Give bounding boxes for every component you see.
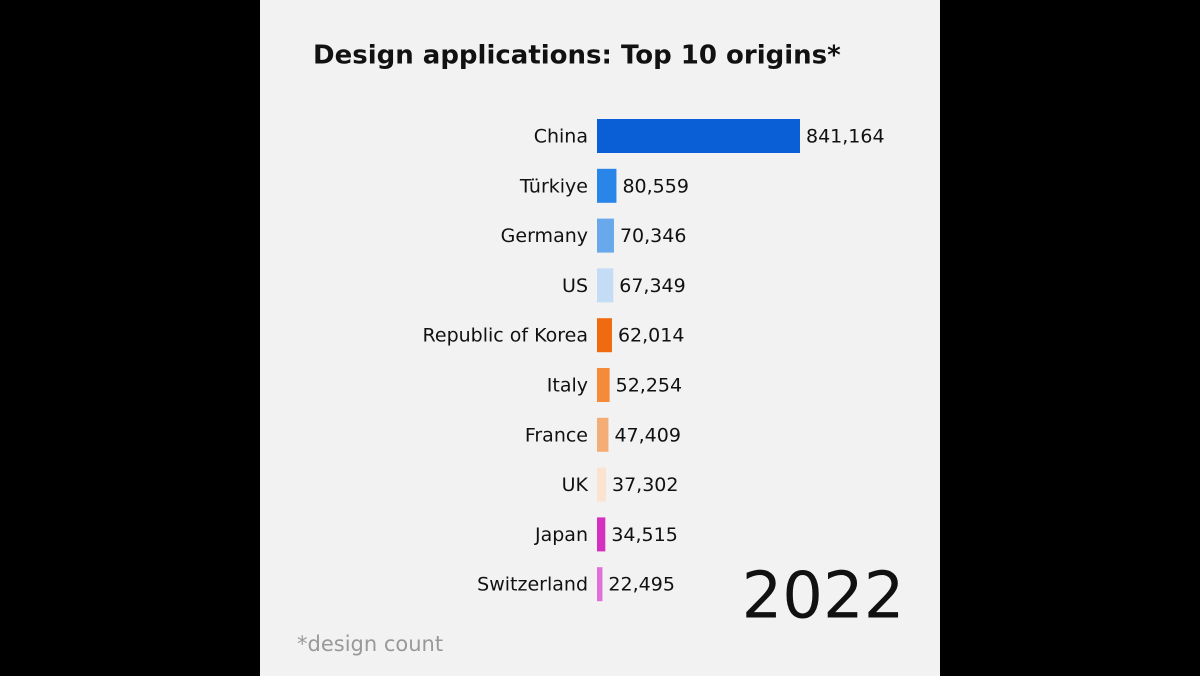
category-label: France bbox=[525, 424, 588, 446]
bar bbox=[597, 517, 606, 552]
chart-title: Design applications: Top 10 origins* bbox=[313, 41, 841, 71]
bar bbox=[597, 168, 617, 203]
category-label: US bbox=[562, 275, 588, 297]
category-label: Germany bbox=[501, 225, 588, 247]
value-label: 22,495 bbox=[608, 574, 674, 596]
year-annotation: 2022 bbox=[742, 560, 905, 634]
bar bbox=[597, 119, 800, 153]
category-label: UK bbox=[562, 474, 589, 496]
bar bbox=[597, 318, 612, 353]
category-label: Republic of Korea bbox=[423, 325, 588, 347]
bar bbox=[597, 417, 609, 452]
bar bbox=[597, 467, 607, 502]
category-label: Türkiye bbox=[519, 175, 588, 197]
bar bbox=[597, 268, 614, 303]
value-label: 67,349 bbox=[619, 275, 685, 297]
category-label: Italy bbox=[547, 375, 588, 397]
value-label: 841,164 bbox=[806, 126, 885, 148]
category-label: Japan bbox=[534, 524, 588, 546]
value-label: 47,409 bbox=[614, 424, 680, 446]
category-label: Switzerland bbox=[477, 574, 588, 596]
value-label: 62,014 bbox=[618, 325, 684, 347]
value-label: 70,346 bbox=[620, 225, 686, 247]
bar bbox=[597, 567, 603, 602]
bar bbox=[597, 368, 610, 402]
bar bbox=[597, 218, 614, 253]
value-label: 37,302 bbox=[612, 474, 678, 496]
value-label: 52,254 bbox=[616, 375, 682, 397]
category-label: China bbox=[534, 126, 588, 148]
value-label: 80,559 bbox=[622, 175, 688, 197]
footnote: *design count bbox=[297, 632, 443, 656]
value-label: 34,515 bbox=[611, 524, 677, 546]
